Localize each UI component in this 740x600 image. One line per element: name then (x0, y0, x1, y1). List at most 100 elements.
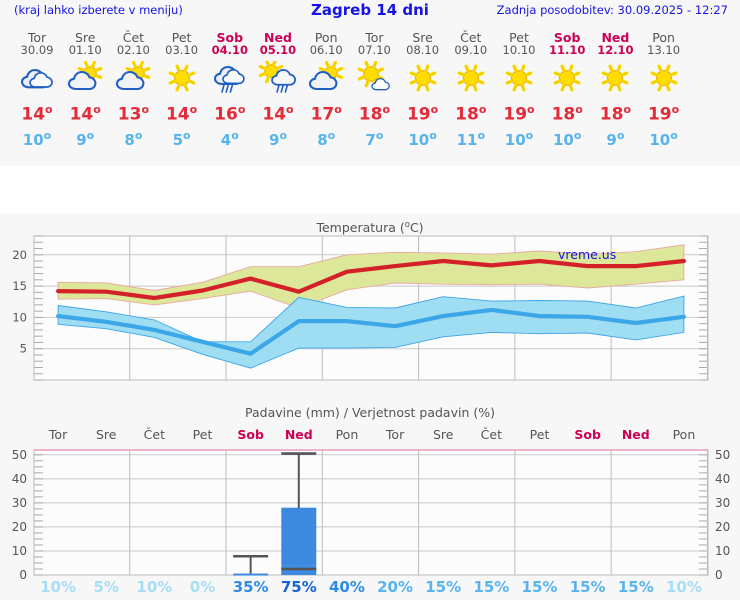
precip-probability-label: 15% (521, 578, 558, 596)
day-column[interactable]: Sob 11.10 18o 10o (542, 22, 592, 166)
max-temperature: 17o (310, 103, 342, 125)
max-temperature: 18o (358, 103, 390, 125)
day-column[interactable]: Tor 07.10 18o 7o (349, 22, 399, 166)
day-date: 03.10 (165, 43, 199, 57)
day-of-week: Pet (171, 30, 192, 45)
day-date: 02.10 (116, 43, 150, 57)
precip-probability-label: 15% (425, 578, 462, 596)
day-of-week: Sob (216, 30, 244, 45)
weather-icon-box (349, 61, 399, 95)
day-of-week: Sob (553, 30, 581, 45)
precip-probability-label: 15% (473, 578, 510, 596)
svg-text:50: 50 (715, 448, 730, 462)
weather-icon-box (542, 61, 592, 95)
day-of-week: Sre (74, 30, 96, 45)
day-column[interactable]: Pon 13.10 19o 10o (639, 22, 689, 166)
sunny-icon (547, 61, 587, 95)
last-update-label: Zadnja posodobitev: 30.09.2025 - 12:27 (496, 3, 728, 17)
min-temperature: 10o (649, 128, 678, 149)
day-of-week: Pet (509, 30, 529, 45)
partly-cloudy-icon (113, 61, 153, 95)
precip-day-label: Čet (480, 427, 502, 442)
svg-text:vreme.us: vreme.us (558, 247, 616, 262)
day-of-week: Tor (27, 30, 47, 45)
precip-day-label: Ned (284, 427, 313, 442)
day-column[interactable]: Pet 03.10 14o 5o (157, 22, 207, 166)
precip-day-label: Pon (672, 427, 696, 442)
svg-text:15: 15 (12, 279, 27, 293)
precip-day-label: Tor (385, 427, 405, 442)
precip-probability-label: 15% (569, 578, 606, 596)
day-of-week: Ned (264, 30, 292, 45)
precipitation-chart-title: Padavine (mm) / Verjetnost padavin (%) (245, 405, 495, 420)
temperature-chart-svg: 5 10 15 20 vreme.us (12, 235, 709, 381)
day-date: 12.10 (597, 43, 634, 57)
day-column[interactable]: Ned 05.10 14o 9o (253, 22, 303, 166)
max-temperature: 18o (599, 103, 631, 125)
precip-probability-label: 10% (136, 578, 173, 596)
day-of-week: Pon (314, 30, 338, 45)
precip-probability-label: 10% (665, 578, 702, 596)
precip-probability-label: 20% (377, 578, 414, 596)
weather-icon-box (108, 61, 158, 95)
sun-small-cloud-icon (354, 61, 394, 95)
day-column[interactable]: Tor 30.09 14o 10o (12, 22, 62, 166)
day-of-week: Sre (412, 30, 433, 45)
weather-icon-box (157, 61, 207, 95)
precipitation-chart-panel: Padavine (mm) / Verjetnost padavin (%) 0… (0, 400, 740, 600)
day-column[interactable]: Čet 09.10 18o 11o (446, 22, 496, 166)
precip-day-label: Pet (192, 427, 213, 442)
day-column[interactable]: Sre 08.10 19o 10o (398, 22, 448, 166)
day-column[interactable]: Sre 01.10 14o 9o (60, 22, 110, 166)
max-temperature: 14o (21, 103, 53, 125)
svg-text:10: 10 (715, 544, 730, 558)
svg-text:40: 40 (715, 472, 730, 486)
weather-icon-box (253, 61, 303, 95)
svg-text:20: 20 (715, 520, 730, 534)
max-temperature: 19o (647, 103, 680, 125)
sunny-icon (451, 61, 491, 95)
svg-text:20: 20 (12, 520, 27, 534)
min-temperature: 10o (408, 128, 437, 149)
precip-day-label: Ned (621, 427, 650, 442)
precip-day-label: Sob (237, 427, 264, 442)
sun-cloud-rain-icon (258, 61, 298, 95)
day-of-week: Ned (601, 30, 630, 45)
day-date: 10.10 (502, 43, 536, 57)
sunny-icon (162, 61, 202, 95)
min-temperature: 10o (504, 128, 534, 149)
min-temperature: 5o (172, 128, 191, 149)
temperature-chart-title: Temperatura (oC) (316, 220, 424, 236)
daily-forecast-strip: Tor 30.09 14o 10o Sre 01.10 14o 9o Čet 02.10 13… (0, 22, 740, 166)
max-temperature: 19o (503, 103, 535, 125)
day-column[interactable]: Ned 12.10 18o 9o (590, 22, 640, 166)
min-temperature: 9o (606, 128, 625, 149)
precip-day-label: Pet (529, 427, 550, 442)
day-date: 08.10 (406, 43, 440, 57)
weather-icon-box (12, 61, 62, 95)
svg-text:20: 20 (12, 248, 27, 262)
min-temperature: 10o (552, 128, 582, 149)
precip-day-label: Čet (143, 427, 165, 442)
min-temperature: 8o (124, 128, 143, 149)
day-column[interactable]: Pon 06.10 17o 8o (301, 22, 351, 166)
day-date: 01.10 (68, 43, 102, 57)
max-temperature: 16o (214, 103, 246, 125)
svg-text:10: 10 (12, 544, 27, 558)
day-column[interactable]: Pet 10.10 19o 10o (494, 22, 544, 166)
weather-icon-box (60, 61, 110, 95)
day-column[interactable]: Čet 02.10 13o 8o (108, 22, 158, 166)
day-column[interactable]: Sob 04.10 16o 4o (205, 22, 255, 166)
partly-cloudy-icon (65, 61, 105, 95)
weather-icon-box (398, 61, 448, 95)
day-date: 05.10 (259, 43, 297, 57)
precip-day-label: Pon (335, 427, 359, 442)
rain-icon (210, 61, 250, 95)
weather-icon-box (494, 61, 544, 95)
min-temperature: 11o (456, 128, 486, 149)
svg-text:50: 50 (12, 448, 27, 462)
svg-text:5: 5 (20, 342, 27, 356)
precip-probability-label: 10% (40, 578, 77, 596)
day-date: 09.10 (454, 43, 488, 57)
